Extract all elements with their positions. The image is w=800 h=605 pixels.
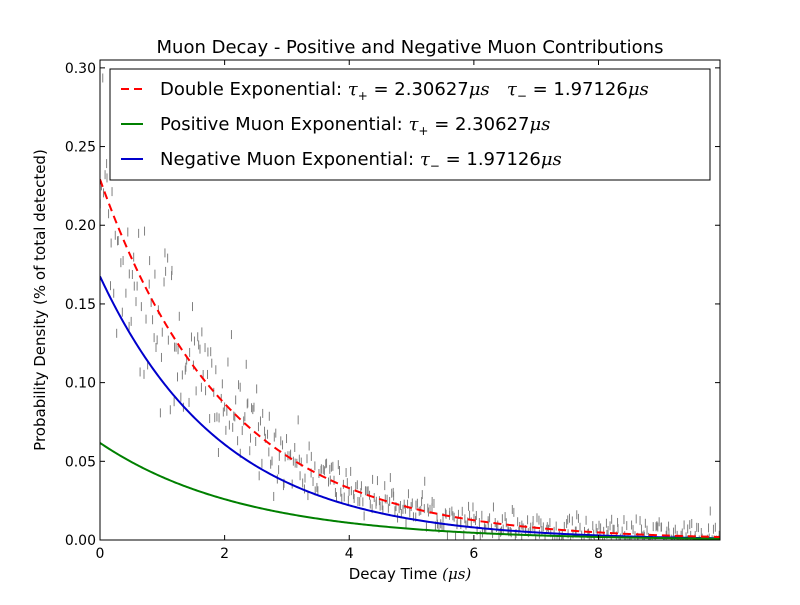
legend-value: = 1.97126	[440, 149, 541, 170]
legend-subscript: +	[358, 89, 368, 103]
legend-label-name: Negative Muon Exponential:	[160, 149, 420, 170]
legend-value: = 2.30627	[428, 114, 529, 135]
legend-symbol: τ	[348, 79, 359, 100]
y-axis-label: Probability Density (% of total detected…	[31, 149, 49, 451]
x-tick-label: 4	[345, 546, 354, 562]
y-axis: 0.00 0.05 0.10 0.15 0.20 0.25 0.30	[65, 61, 720, 549]
y-tick-label: 0.20	[65, 218, 96, 234]
y-tick-label: 0.10	[65, 376, 96, 392]
legend-unit: μs	[541, 149, 562, 170]
plot-frame	[99, 59, 721, 541]
legend-unit: μs	[469, 79, 490, 100]
y-tick-label: 0.25	[65, 140, 96, 156]
x-axis-label-unit: (μs)	[442, 565, 471, 583]
legend-value: = 2.30627	[368, 79, 469, 100]
y-tick-label: 0.30	[65, 61, 96, 77]
series-line-0	[100, 178, 720, 539]
legend-symbol: τ	[420, 149, 431, 170]
y-tick-label: 0.05	[65, 454, 96, 470]
legend-unit: μs	[628, 79, 649, 100]
legend-subscript: −	[430, 159, 440, 173]
x-tick-label: 8	[594, 546, 603, 562]
legend-subscript: +	[418, 124, 428, 138]
legend-value: = 1.97126	[527, 79, 628, 100]
x-axis-label-text: Decay Time	[349, 565, 438, 583]
legend-subscript: −	[517, 89, 527, 103]
legend-unit: μs	[529, 114, 550, 135]
x-axis-label: Decay Time (μs)	[349, 565, 472, 583]
x-tick-label: 0	[96, 546, 105, 562]
x-tick-label: 2	[220, 546, 229, 562]
legend-label-name: Positive Muon Exponential:	[160, 114, 408, 135]
series-line-2	[100, 275, 720, 540]
x-axis: 0 2 4 6 8	[96, 60, 603, 562]
legend-label-name: Double Exponential:	[160, 79, 348, 100]
legend-label: Positive Muon Exponential: τ+ = 2.30627μ…	[160, 114, 550, 138]
legend-symbol: τ	[507, 79, 518, 100]
fit-curves	[100, 178, 720, 540]
chart-title: Muon Decay - Positive and Negative Muon …	[157, 37, 664, 58]
legend-box	[109, 68, 711, 181]
legend-label: Negative Muon Exponential: τ− = 1.97126μ…	[160, 149, 562, 173]
legend-symbol: τ	[408, 114, 419, 135]
legend-label: Double Exponential: τ+ = 2.30627μs τ− = …	[160, 79, 649, 103]
y-tick-label: 0.00	[65, 533, 96, 549]
legend: Double Exponential: τ+ = 2.30627μs τ− = …	[109, 68, 711, 181]
series-line-1	[100, 442, 720, 540]
y-tick-label: 0.15	[65, 297, 96, 313]
x-tick-label: 6	[469, 546, 478, 562]
legend-gap	[490, 79, 507, 100]
